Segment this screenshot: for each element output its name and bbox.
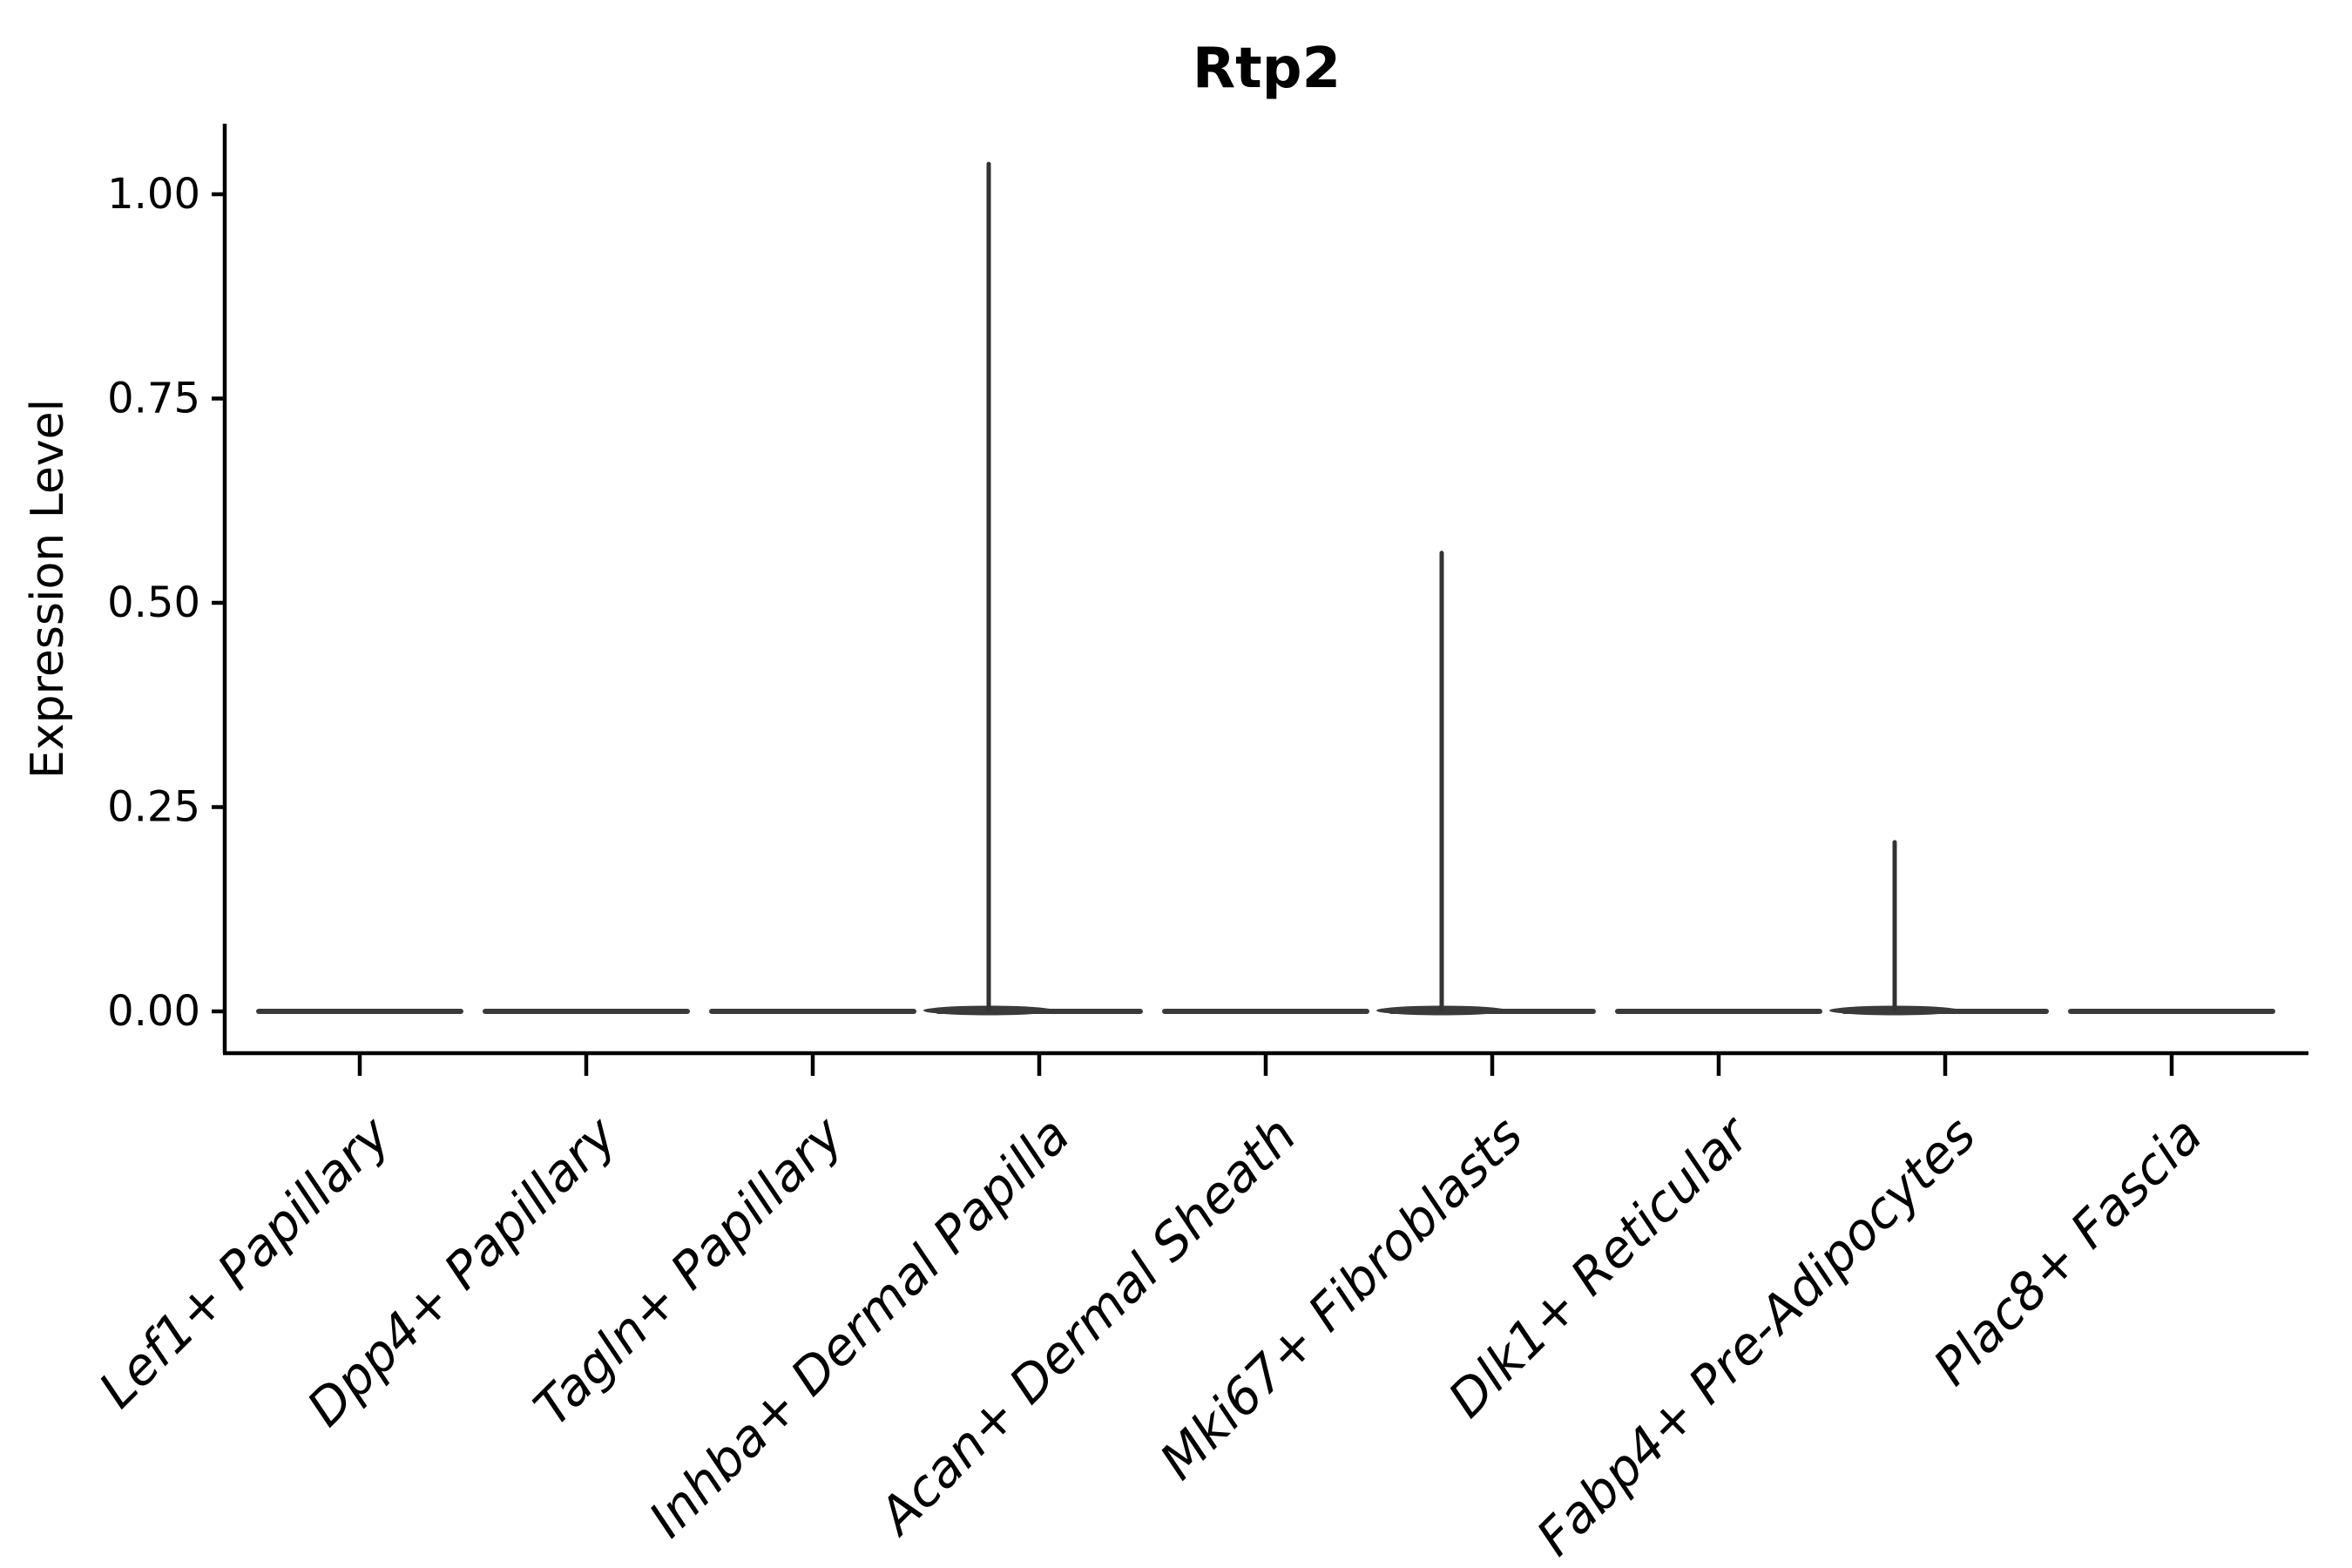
y-axis-ticks: 0.00 0.25 0.50 0.75 1.00 <box>107 170 225 1036</box>
y-tick-label: 0.50 <box>107 578 200 627</box>
x-tick-label: Fabp4+ Pre-Adipocytes <box>1525 1105 1987 1567</box>
violin-body <box>256 1009 463 1014</box>
violin-body <box>483 1009 690 1014</box>
chart-title: Rtp2 <box>1193 37 1341 101</box>
y-axis-label: Expression Level <box>22 399 74 779</box>
y-tick-label: 0.25 <box>107 783 200 832</box>
y-tick-label: 0.00 <box>107 987 200 1036</box>
violins <box>256 161 2275 1016</box>
violin-body <box>709 1009 916 1014</box>
x-tick-label: Inhba+ Dermal Papilla <box>638 1105 1081 1549</box>
x-tick-label: Acan+ Dermal Sheath <box>865 1105 1308 1548</box>
y-tick-label: 1.00 <box>107 170 200 219</box>
violin-body <box>1615 1009 1822 1014</box>
y-tick-label: 0.75 <box>107 375 200 423</box>
violin-body <box>1162 1009 1369 1014</box>
violin-body <box>2068 1009 2275 1014</box>
x-tick-label: Mki67+ Fibroblasts <box>1148 1105 1534 1491</box>
